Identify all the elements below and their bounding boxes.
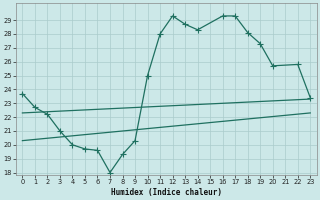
X-axis label: Humidex (Indice chaleur): Humidex (Indice chaleur) <box>111 188 222 197</box>
